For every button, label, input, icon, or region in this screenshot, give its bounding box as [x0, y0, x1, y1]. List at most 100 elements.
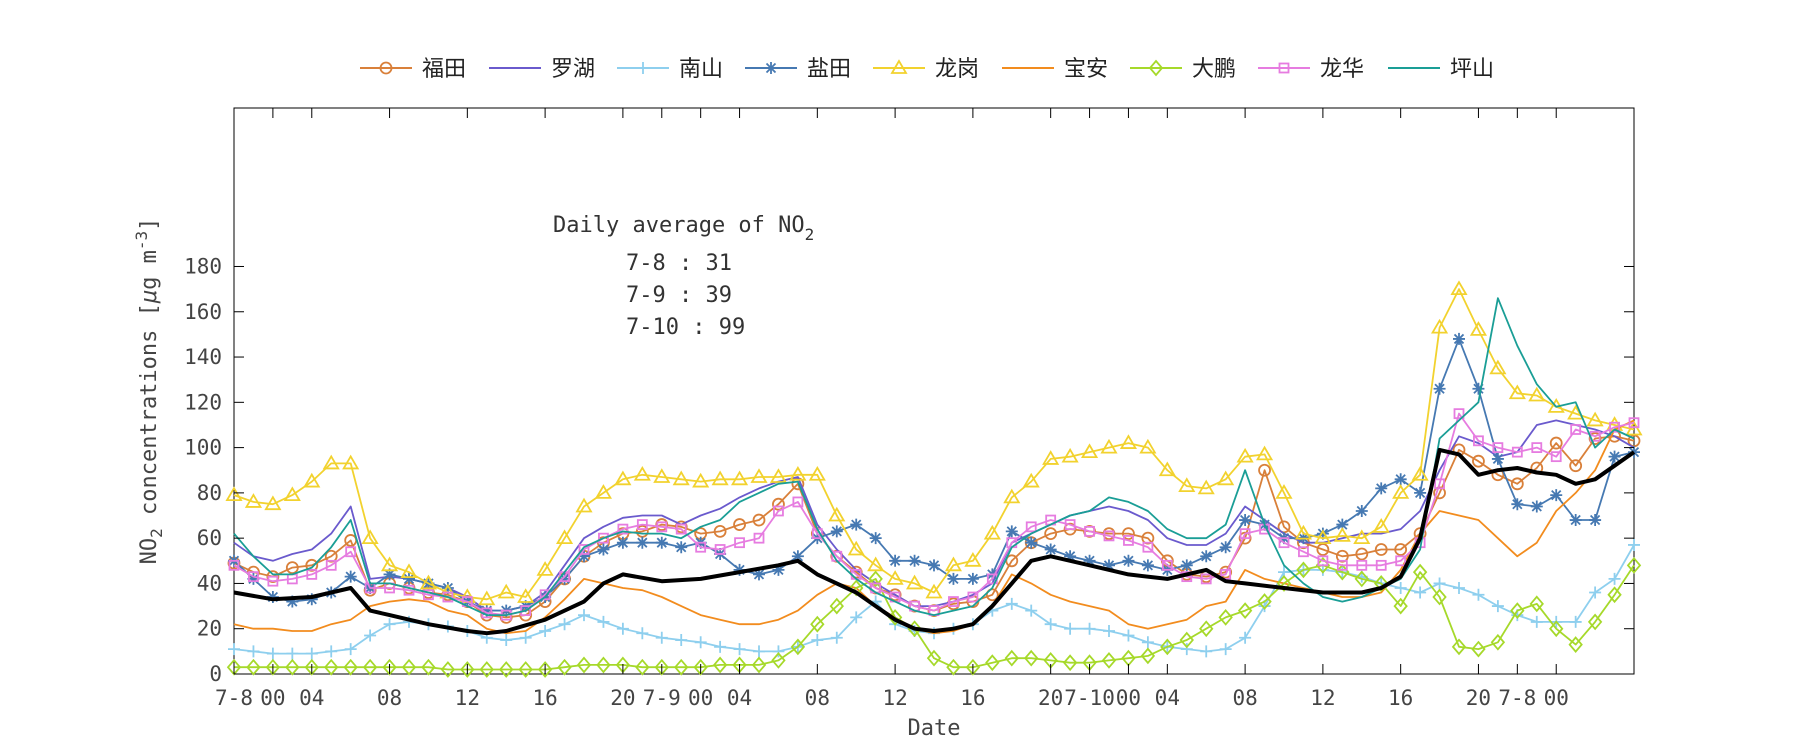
data-point — [1316, 527, 1329, 540]
data-point — [400, 563, 418, 579]
data-point — [1333, 527, 1351, 542]
data-point — [849, 579, 864, 597]
data-point — [403, 584, 415, 596]
x-tick-label: 16 — [532, 686, 557, 710]
data-point — [558, 572, 571, 585]
data-point — [926, 649, 942, 667]
y-tick-label: 40 — [197, 571, 222, 595]
data-point — [324, 658, 339, 676]
data-point — [1372, 518, 1390, 533]
data-point — [985, 654, 1000, 672]
data-point — [460, 661, 475, 678]
data-point — [1492, 442, 1504, 454]
data-point — [518, 661, 533, 678]
data-point — [1064, 519, 1076, 530]
data-point — [948, 596, 959, 607]
data-point — [1626, 556, 1642, 574]
data-point — [946, 658, 961, 676]
data-point — [1178, 477, 1196, 492]
data-point — [1258, 463, 1271, 477]
data-point — [1083, 554, 1096, 567]
data-point — [733, 643, 746, 656]
data-point — [769, 468, 788, 483]
x-tick-label: 00 — [1116, 686, 1141, 710]
data-point — [403, 572, 415, 585]
data-point — [325, 645, 338, 658]
data-point — [751, 656, 767, 674]
data-point — [614, 470, 632, 486]
data-point — [539, 589, 551, 601]
data-point — [225, 486, 243, 502]
data-point — [497, 583, 515, 599]
data-point — [1472, 382, 1485, 395]
data-point — [1314, 529, 1332, 545]
y-axis-label: NO2 concentrations [μg m-3] — [132, 218, 166, 565]
data-point — [1392, 484, 1410, 499]
data-point — [753, 532, 765, 544]
data-point — [228, 559, 240, 571]
data-point — [1217, 470, 1235, 486]
data-point — [520, 605, 532, 617]
data-point — [1491, 452, 1504, 465]
data-point — [1491, 600, 1504, 613]
legend-marker — [1148, 59, 1164, 77]
data-point — [1335, 549, 1349, 563]
data-point — [1508, 384, 1526, 400]
x-tick-label: 00 — [688, 686, 713, 710]
data-point — [1296, 561, 1311, 579]
data-point — [537, 661, 553, 678]
data-point — [1122, 629, 1135, 642]
data-point — [1276, 575, 1292, 592]
data-point — [1239, 528, 1251, 540]
data-point — [1434, 478, 1445, 490]
y-tick-label: 180 — [184, 254, 222, 278]
data-point — [1453, 332, 1465, 345]
data-point — [1432, 588, 1447, 606]
data-point — [578, 550, 590, 563]
data-point — [1141, 531, 1155, 545]
data-point — [675, 634, 688, 647]
y-tick-label: 60 — [197, 526, 222, 550]
data-point — [361, 529, 379, 545]
data-point — [1004, 649, 1019, 667]
data-point — [1412, 563, 1428, 581]
data-point — [811, 634, 824, 647]
data-point — [616, 536, 629, 549]
series-layer — [225, 280, 1643, 678]
data-point — [1588, 432, 1602, 445]
data-point — [675, 523, 687, 535]
data-point — [1472, 588, 1485, 601]
data-point — [985, 588, 999, 602]
data-point — [1433, 486, 1446, 500]
data-point — [597, 615, 610, 628]
data-point — [1005, 525, 1018, 538]
data-point — [886, 570, 904, 585]
data-point — [576, 656, 592, 674]
data-point — [228, 643, 240, 656]
data-point — [655, 536, 668, 549]
data-point — [1239, 514, 1252, 527]
data-point — [1200, 645, 1213, 658]
data-point — [733, 563, 746, 576]
data-point — [558, 618, 571, 631]
data-point — [1589, 586, 1602, 599]
data-point — [1489, 359, 1507, 375]
data-point — [1414, 586, 1427, 599]
data-point — [753, 568, 765, 581]
data-point — [808, 465, 826, 481]
data-point — [849, 565, 863, 579]
data-point — [711, 470, 729, 486]
data-point — [344, 570, 357, 583]
x-tick-label: 12 — [1310, 686, 1335, 710]
legend-item: 罗湖 — [489, 57, 595, 82]
data-point — [964, 552, 982, 567]
data-point — [1044, 618, 1057, 631]
data-point — [1142, 541, 1154, 553]
data-point — [345, 546, 357, 558]
data-point — [266, 647, 279, 660]
data-point — [1531, 442, 1543, 454]
data-point — [656, 521, 668, 533]
data-point — [344, 643, 357, 656]
data-point — [655, 631, 668, 644]
